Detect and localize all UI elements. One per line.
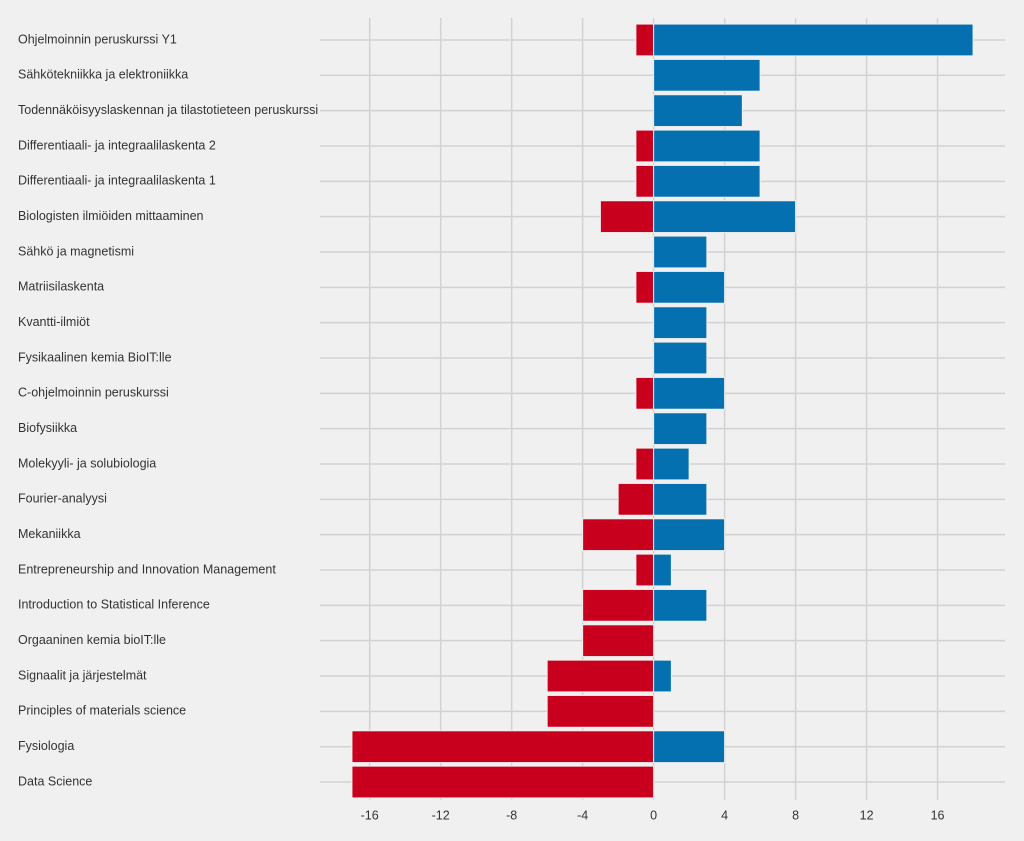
bar bbox=[635, 447, 655, 481]
y-tick-label: Entrepreneurship and Innovation Manageme… bbox=[18, 562, 276, 576]
bar bbox=[635, 553, 655, 587]
y-tick-label: Sähkö ja magnetismi bbox=[18, 244, 134, 258]
bar bbox=[635, 270, 655, 304]
y-tick-label: Biofysiikka bbox=[18, 421, 77, 435]
y-tick-label: Molekyyli- ja solubiologia bbox=[18, 456, 156, 470]
bar bbox=[582, 624, 655, 658]
x-tick-label: 16 bbox=[931, 808, 945, 822]
x-tick-label: -12 bbox=[432, 808, 450, 822]
y-tick-label: Todennäköisyyslaskennan ja tilastotietee… bbox=[18, 103, 318, 117]
bar bbox=[653, 58, 761, 92]
x-tick-label: -4 bbox=[577, 808, 588, 822]
y-tick-label: Ohjelmoinnin peruskurssi Y1 bbox=[18, 32, 177, 46]
bar bbox=[546, 659, 655, 693]
bar bbox=[653, 730, 726, 764]
bar bbox=[653, 412, 708, 446]
y-tick-label: Differentiaali- ja integraalilaskenta 1 bbox=[18, 174, 216, 188]
y-tick-label: Data Science bbox=[18, 774, 92, 788]
bar bbox=[653, 553, 672, 587]
y-tick-label: Fourier-analyysi bbox=[18, 492, 107, 506]
bar bbox=[546, 694, 655, 728]
y-tick-label: Sähkötekniikka ja elektroniikka bbox=[18, 68, 188, 82]
bar bbox=[653, 588, 708, 622]
bar bbox=[653, 447, 690, 481]
bar bbox=[653, 164, 761, 198]
bar bbox=[351, 765, 655, 799]
y-tick-label: Signaalit ja järjestelmät bbox=[18, 668, 147, 682]
x-tick-label: 4 bbox=[721, 808, 728, 822]
x-tick-label: -8 bbox=[506, 808, 517, 822]
bar bbox=[617, 482, 655, 516]
bar bbox=[653, 23, 974, 57]
y-tick-label: Fysiologia bbox=[18, 739, 74, 753]
bar bbox=[582, 518, 655, 552]
bar bbox=[351, 730, 655, 764]
bar bbox=[653, 129, 761, 163]
x-tick-label: 0 bbox=[650, 808, 657, 822]
bar bbox=[599, 200, 655, 234]
y-tick-label: Principles of materials science bbox=[18, 704, 186, 718]
y-tick-label: C-ohjelmoinnin peruskurssi bbox=[18, 386, 169, 400]
y-tick-label: Differentiaali- ja integraalilaskenta 2 bbox=[18, 138, 216, 152]
bar bbox=[635, 164, 655, 198]
x-tick-label: 8 bbox=[792, 808, 799, 822]
bar bbox=[653, 376, 726, 410]
bar bbox=[653, 306, 708, 340]
bar bbox=[635, 376, 655, 410]
y-tick-label: Biologisten ilmiöiden mittaaminen bbox=[18, 209, 204, 223]
bar bbox=[653, 659, 672, 693]
bar bbox=[653, 518, 726, 552]
y-tick-label: Kvantti-ilmiöt bbox=[18, 315, 90, 329]
bar bbox=[635, 23, 655, 57]
bar bbox=[653, 341, 708, 375]
bar bbox=[653, 235, 708, 269]
bar bbox=[653, 94, 743, 128]
x-tick-label: -16 bbox=[361, 808, 379, 822]
bar bbox=[653, 270, 726, 304]
y-tick-label: Fysikaalinen kemia BioIT:lle bbox=[18, 350, 172, 364]
y-tick-label: Mekaniikka bbox=[18, 527, 81, 541]
bar bbox=[582, 588, 655, 622]
y-tick-label: Introduction to Statistical Inference bbox=[18, 598, 210, 612]
y-tick-label: Matriisilaskenta bbox=[18, 280, 104, 294]
bar bbox=[653, 482, 708, 516]
y-tick-label: Orgaaninen kemia bioIT:lle bbox=[18, 633, 166, 647]
bar bbox=[653, 200, 797, 234]
x-tick-label: 12 bbox=[860, 808, 874, 822]
bar bbox=[635, 129, 655, 163]
